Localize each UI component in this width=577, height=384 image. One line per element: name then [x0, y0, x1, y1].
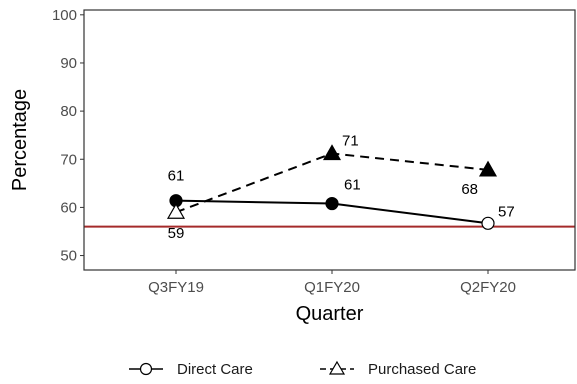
data-label: 59 — [168, 225, 185, 242]
x-tick-label: Q1FY20 — [304, 279, 360, 296]
data-label: 61 — [168, 168, 185, 185]
x-axis: Q3FY19 Q1FY20 Q2FY20 — [148, 270, 516, 296]
data-point-circle — [325, 196, 339, 211]
open-circle-solid-line-key-icon — [129, 362, 163, 376]
x-tick-label: Q3FY19 — [148, 279, 204, 296]
y-tick-label: 50 — [60, 248, 77, 265]
data-label: 57 — [498, 203, 515, 220]
x-axis-title: Quarter — [296, 303, 364, 325]
data-label: 71 — [342, 132, 359, 149]
legend-label-purchased-care: Purchased Care — [368, 360, 477, 378]
y-tick-label: 60 — [60, 199, 77, 216]
data-point-triangle — [478, 160, 498, 177]
y-axis-title: Percentage — [9, 89, 31, 191]
data-label: 61 — [344, 177, 361, 194]
legend-label-direct-care: Direct Care — [177, 360, 253, 378]
y-tick-label: 70 — [60, 151, 77, 168]
x-tick-label: Q2FY20 — [460, 279, 516, 296]
open-triangle-dashed-line-key-icon — [320, 360, 354, 375]
data-point-triangle — [166, 203, 186, 219]
y-tick-label: 90 — [60, 55, 77, 72]
data-labels: 61 61 57 59 71 68 — [168, 132, 515, 242]
legend-item-purchased-care: Purchased Care — [318, 356, 476, 382]
plot-panel-border — [83, 9, 576, 271]
data-label: 68 — [461, 181, 478, 198]
series-group — [166, 144, 498, 230]
y-tick-label: 100 — [52, 7, 77, 24]
legend-item-direct-care: Direct Care — [127, 356, 253, 382]
y-tick-label: 80 — [60, 103, 77, 120]
legend: Direct Care Purchased Care — [0, 356, 577, 382]
y-axis: 50 60 70 80 90 100 — [52, 7, 84, 265]
data-point-triangle — [322, 144, 342, 161]
data-point-circle — [481, 216, 495, 230]
